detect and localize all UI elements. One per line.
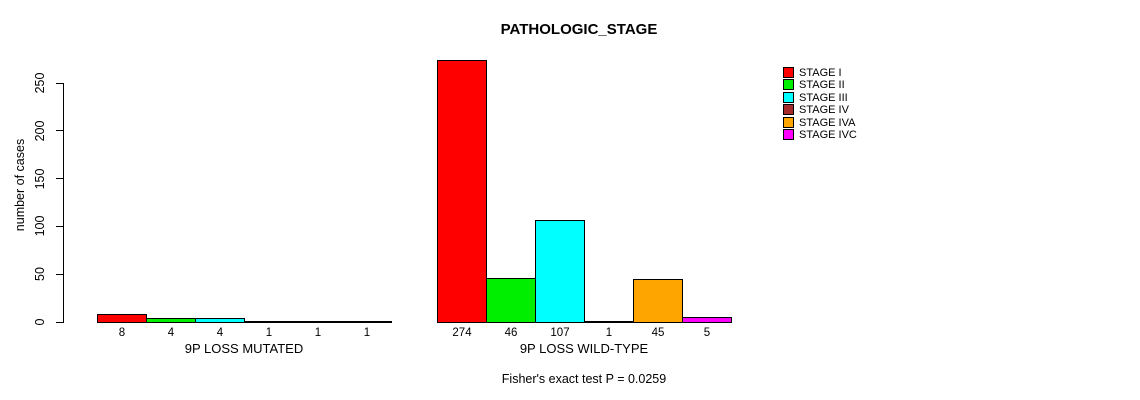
bar-stage-i: [437, 60, 487, 323]
bar-value-label: 4: [216, 327, 224, 339]
bar-stage-i: [97, 314, 147, 323]
y-tick-label: 100: [33, 215, 47, 237]
legend-label: STAGE IVC: [799, 129, 857, 141]
bar-value-label: 8: [118, 327, 126, 339]
bar-stage-ivc: [342, 321, 392, 323]
y-tick: [56, 225, 63, 227]
y-tick-label: 250: [33, 72, 47, 94]
y-tick-label: 50: [33, 267, 47, 282]
bar-value-label: 1: [314, 327, 322, 339]
legend-label: STAGE I: [799, 67, 842, 79]
bar-value-label: 1: [605, 327, 613, 339]
chart-title: PATHOLOGIC_STAGE: [500, 21, 658, 38]
y-tick: [56, 130, 63, 132]
bar-value-label: 5: [703, 327, 711, 339]
bar-value-label: 45: [651, 327, 665, 339]
y-tick: [56, 273, 63, 275]
fisher-test-annotation: Fisher's exact test P = 0.0259: [501, 372, 667, 386]
bar-value-label: 1: [265, 327, 273, 339]
bar-value-label: 1: [363, 327, 371, 339]
bar-stage-ivc: [682, 317, 732, 323]
bar-stage-iii: [535, 220, 585, 323]
legend-label: STAGE IV: [799, 104, 849, 117]
bar-stage-iv: [584, 321, 634, 323]
legend-swatch-stage-iva: [783, 116, 794, 128]
y-axis-label: number of cases: [13, 138, 27, 232]
y-tick: [56, 321, 63, 323]
bar-stage-iii: [195, 318, 245, 323]
legend-swatch-stage-iv: [783, 104, 794, 116]
bar-value-label: 46: [504, 327, 518, 339]
y-axis-line: [63, 83, 64, 323]
x-group-label-wildtype: 9P LOSS WILD-TYPE: [519, 341, 649, 356]
legend-label: STAGE II: [799, 79, 845, 92]
bar-value-label: 107: [550, 327, 570, 339]
y-tick-label: 150: [33, 168, 47, 190]
y-tick-label: 0: [33, 318, 47, 326]
bar-stage-ii: [146, 318, 196, 323]
bar-stage-iv: [244, 321, 294, 323]
legend-swatch-stage-i: [783, 67, 794, 78]
y-tick: [56, 178, 63, 180]
bar-value-label: 4: [167, 327, 175, 339]
legend-swatch-stage-iii: [783, 91, 794, 103]
bar-value-label: 274: [452, 327, 472, 339]
y-tick-label: 200: [33, 120, 47, 142]
legend-swatch-stage-ivc: [783, 129, 794, 140]
bar-stage-iva: [293, 321, 343, 323]
legend-label: STAGE III: [799, 91, 848, 104]
y-tick: [56, 82, 63, 84]
x-group-label-mutated: 9P LOSS MUTATED: [184, 341, 304, 356]
bar-stage-iva: [633, 279, 683, 323]
bar-stage-ii: [486, 278, 536, 323]
legend-swatch-stage-ii: [783, 79, 794, 91]
legend-label: STAGE IVA: [799, 116, 856, 129]
